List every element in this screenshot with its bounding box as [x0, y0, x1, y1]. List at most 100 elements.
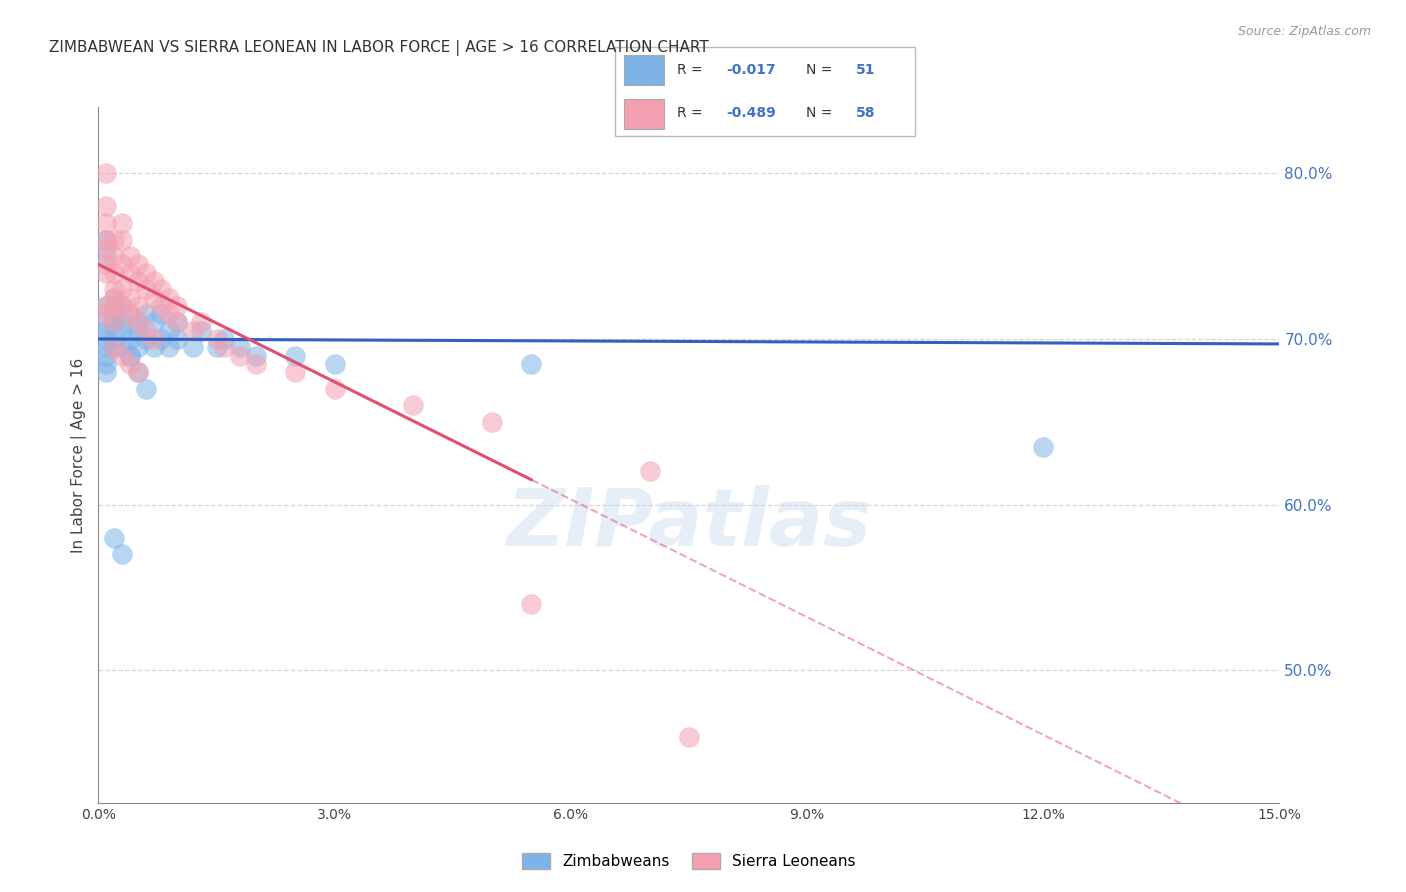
- Point: [96, 349, 118, 363]
- Point: [142, 332, 165, 346]
- Point: [229, 340, 252, 354]
- Point: [103, 332, 125, 346]
- Point: [96, 299, 118, 313]
- Point: [127, 365, 149, 379]
- Point: [402, 398, 425, 412]
- Text: 51: 51: [856, 63, 876, 77]
- Point: [284, 349, 307, 363]
- Point: [142, 315, 165, 329]
- Point: [118, 307, 141, 321]
- Point: [103, 340, 125, 354]
- Point: [111, 315, 134, 329]
- Point: [111, 340, 134, 354]
- Point: [96, 324, 118, 338]
- Point: [323, 357, 346, 371]
- Point: [150, 282, 173, 296]
- Point: [96, 332, 118, 346]
- Point: [103, 307, 125, 321]
- Point: [96, 233, 118, 247]
- Point: [111, 299, 134, 313]
- Point: [190, 315, 212, 329]
- Point: [214, 332, 236, 346]
- Point: [103, 531, 125, 545]
- Point: [205, 340, 228, 354]
- Point: [111, 547, 134, 561]
- Point: [96, 357, 118, 371]
- Text: -0.489: -0.489: [725, 106, 776, 120]
- Point: [111, 324, 134, 338]
- Point: [323, 382, 346, 396]
- Point: [229, 349, 252, 363]
- Point: [111, 349, 134, 363]
- Point: [96, 233, 118, 247]
- Point: [190, 324, 212, 338]
- Text: ZIMBABWEAN VS SIERRA LEONEAN IN LABOR FORCE | AGE > 16 CORRELATION CHART: ZIMBABWEAN VS SIERRA LEONEAN IN LABOR FO…: [49, 40, 709, 56]
- Point: [103, 266, 125, 280]
- Point: [166, 332, 188, 346]
- Point: [96, 241, 118, 255]
- Point: [111, 233, 134, 247]
- Point: [150, 332, 173, 346]
- Point: [96, 365, 118, 379]
- Point: [103, 282, 125, 296]
- Point: [96, 340, 118, 354]
- FancyBboxPatch shape: [614, 47, 915, 136]
- Point: [205, 332, 228, 346]
- Point: [127, 365, 149, 379]
- Point: [118, 349, 141, 363]
- Point: [103, 233, 125, 247]
- Point: [127, 324, 149, 338]
- Text: R =: R =: [676, 106, 707, 120]
- Text: Source: ZipAtlas.com: Source: ZipAtlas.com: [1237, 25, 1371, 38]
- Point: [135, 266, 157, 280]
- Point: [103, 299, 125, 313]
- Point: [111, 257, 134, 271]
- Point: [111, 216, 134, 230]
- Point: [284, 365, 307, 379]
- Point: [214, 340, 236, 354]
- Point: [166, 299, 188, 313]
- Legend: Zimbabweans, Sierra Leoneans: Zimbabweans, Sierra Leoneans: [516, 847, 862, 875]
- Point: [96, 299, 118, 313]
- Point: [245, 349, 267, 363]
- Point: [142, 340, 165, 354]
- Point: [142, 274, 165, 288]
- Point: [96, 315, 118, 329]
- Point: [520, 357, 543, 371]
- Point: [127, 257, 149, 271]
- Point: [157, 340, 180, 354]
- Point: [118, 357, 141, 371]
- Point: [150, 307, 173, 321]
- Text: N =: N =: [807, 63, 837, 77]
- Point: [118, 249, 141, 263]
- Point: [157, 291, 180, 305]
- Point: [127, 340, 149, 354]
- Point: [103, 315, 125, 329]
- Point: [111, 282, 134, 296]
- Point: [1032, 440, 1054, 454]
- Point: [111, 299, 134, 313]
- Point: [181, 340, 204, 354]
- Point: [678, 730, 700, 744]
- Point: [96, 199, 118, 213]
- Point: [127, 315, 149, 329]
- Text: 58: 58: [856, 106, 876, 120]
- Point: [103, 291, 125, 305]
- Point: [103, 249, 125, 263]
- FancyBboxPatch shape: [624, 99, 664, 129]
- Point: [118, 349, 141, 363]
- Point: [103, 299, 125, 313]
- Point: [127, 299, 149, 313]
- Text: ZIPatlas: ZIPatlas: [506, 485, 872, 564]
- Point: [96, 307, 118, 321]
- Point: [103, 340, 125, 354]
- Point: [118, 307, 141, 321]
- Point: [245, 357, 267, 371]
- Point: [118, 291, 141, 305]
- Point: [135, 307, 157, 321]
- Point: [135, 282, 157, 296]
- Point: [181, 324, 204, 338]
- Point: [150, 299, 173, 313]
- Text: R =: R =: [676, 63, 707, 77]
- Point: [481, 415, 503, 429]
